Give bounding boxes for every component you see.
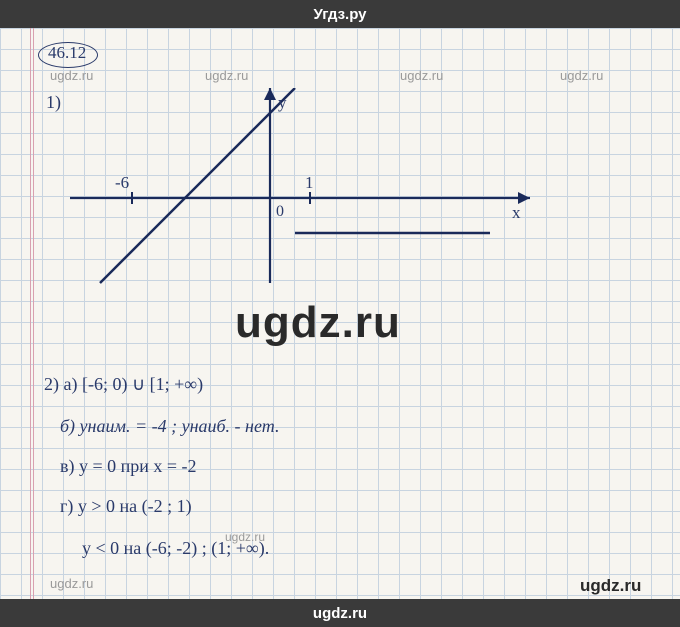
watermark-text-bold: ugdz.ru [580,576,641,596]
item-1-label: 1) [46,92,61,113]
watermark-text: ugdz.ru [50,68,93,83]
label-1: 1 [305,173,314,192]
watermark-text: ugdz.ru [400,68,443,83]
footer-bar: ugdz.ru [0,599,680,627]
label-y-axis: y [278,93,287,112]
label-origin: 0 [276,203,284,220]
label-x-axis: x [512,203,521,222]
margin-line [30,28,31,599]
graph-line-segment [100,88,295,283]
footer-title: ugdz.ru [313,605,367,622]
label-neg6: -6 [115,173,129,192]
watermark-big: ugdz.ru [235,298,401,348]
watermark-text: ugdz.ru [225,530,265,544]
margin-line [33,28,34,599]
header-bar: Угдз.ру [0,0,680,28]
problem-number: 46.12 [48,43,86,63]
watermark-text: ugdz.ru [205,68,248,83]
y-axis-arrow [264,88,276,100]
item-2a: 2) а) [-6; 0) ∪ [1; +∞) [44,374,203,395]
item-2v: в) y = 0 при x = -2 [60,456,197,477]
item-2g1: г) y > 0 на (-2 ; 1) [60,496,192,517]
watermark-text: ugdz.ru [560,68,603,83]
header-title: Угдз.ру [313,6,366,23]
item-2b: б) yнаим. = -4 ; yнаиб. - нет. [60,416,279,437]
watermark-text: ugdz.ru [50,576,93,591]
graph-svg: -6 1 0 y x [70,88,550,288]
paper-area: ugdz.ru ugdz.ru ugdz.ru ugdz.ru 46.12 1)… [0,28,680,599]
